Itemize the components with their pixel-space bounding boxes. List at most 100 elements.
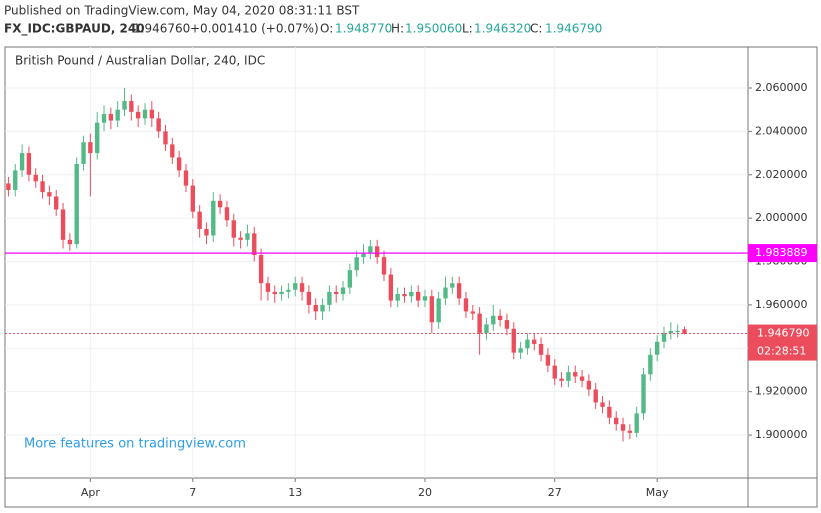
candle-body	[368, 246, 373, 253]
candle-body	[13, 170, 18, 190]
candle-body	[265, 283, 271, 292]
x-tick-label: 20	[418, 486, 432, 499]
candle-body	[224, 207, 230, 221]
candle-body	[374, 246, 380, 258]
candle-body	[170, 144, 175, 158]
candle-body	[81, 142, 86, 164]
candle-body	[231, 220, 236, 238]
candle-body	[354, 257, 359, 271]
candle-body	[661, 333, 667, 342]
candle-body	[347, 270, 353, 288]
candle-body	[409, 291, 414, 297]
low-value: 1.946320	[474, 22, 531, 36]
x-tick-label: May	[646, 486, 669, 499]
candle-body	[88, 142, 93, 154]
candle-body	[40, 181, 45, 193]
x-tick-label: 27	[548, 486, 562, 499]
y-tick-label: 1.900000	[755, 428, 808, 441]
x-tick-label: 7	[189, 486, 196, 499]
candle-body	[183, 170, 189, 186]
candle-body	[388, 274, 394, 301]
candle-body	[279, 291, 284, 295]
candle-body	[491, 315, 496, 325]
candle-body	[340, 287, 346, 295]
symbol: FX_IDC:GBPAUD, 240	[4, 22, 145, 37]
candle-body	[149, 109, 155, 119]
candle-body	[293, 283, 298, 290]
candle-body	[518, 348, 523, 353]
candle-body	[497, 315, 503, 321]
high-label: H:	[391, 22, 404, 36]
candle-body	[313, 304, 318, 312]
open-label: O:	[320, 22, 333, 36]
candle-body	[559, 378, 564, 381]
candle-body	[648, 354, 653, 375]
candle-body	[470, 311, 475, 314]
y-tick-label: 2.040000	[755, 124, 808, 137]
candle-body	[361, 252, 366, 258]
chart-title: British Pound / Australian Dollar, 240, …	[15, 54, 265, 68]
candle-body	[327, 291, 332, 305]
candle-body	[163, 131, 168, 145]
close-value: 1.946790	[545, 22, 602, 36]
y-tick-label: 2.000000	[755, 211, 808, 224]
y-tick-label: 2.060000	[755, 81, 808, 94]
candle-body	[211, 200, 216, 236]
candle-body	[443, 287, 448, 299]
last-price-label: 1.946790	[757, 327, 810, 340]
candle-body	[484, 324, 489, 334]
candle-body	[668, 330, 674, 334]
candle-body	[54, 196, 59, 210]
candle-body	[33, 174, 38, 182]
candle-body	[586, 380, 592, 390]
candle-body	[306, 291, 312, 305]
candle-body	[429, 296, 435, 323]
candle-body	[334, 291, 339, 295]
candle-body	[450, 283, 455, 288]
published-note: Published on TradingView.com, May 04, 20…	[4, 4, 360, 18]
candle-body	[95, 122, 100, 154]
open-value: 1.948770	[335, 22, 392, 36]
candle-body	[381, 257, 387, 275]
candle-body	[463, 298, 469, 312]
candle-body	[129, 101, 134, 112]
candle-body	[19, 153, 25, 171]
candle-body	[176, 157, 182, 171]
candle-body	[436, 298, 441, 323]
candle-body	[402, 294, 407, 297]
candle-body	[252, 233, 257, 256]
y-tick-label: 2.020000	[755, 168, 808, 181]
candle-body	[272, 291, 277, 295]
candle-body	[415, 291, 421, 301]
candle-body	[238, 237, 243, 240]
candle-body	[217, 200, 223, 208]
candle-body	[682, 329, 687, 334]
candle-body	[573, 372, 578, 377]
candle-body	[204, 228, 209, 236]
candle-body	[614, 417, 619, 425]
candle-body	[477, 313, 482, 334]
candle-body	[122, 101, 127, 110]
candle-body	[566, 372, 571, 381]
candle-body	[6, 183, 11, 190]
last-price-bg	[748, 324, 817, 361]
candle-body	[299, 283, 305, 292]
candle-body	[620, 424, 626, 431]
hline-label-bg	[748, 244, 817, 263]
candle-body	[101, 114, 107, 123]
candle-body	[579, 376, 585, 381]
price: 1.946760	[133, 22, 190, 36]
low-label: L:	[462, 22, 473, 36]
candle-body	[74, 163, 79, 245]
candle-body	[593, 389, 598, 403]
close-label: C:	[530, 22, 542, 36]
candle-body	[197, 211, 202, 229]
candle-body	[190, 185, 195, 212]
countdown: 02:28:51	[757, 345, 806, 358]
candle-body	[634, 413, 639, 433]
candle-body	[538, 343, 544, 355]
y-tick-label: 1.920000	[755, 385, 808, 398]
candle-body	[320, 304, 325, 312]
